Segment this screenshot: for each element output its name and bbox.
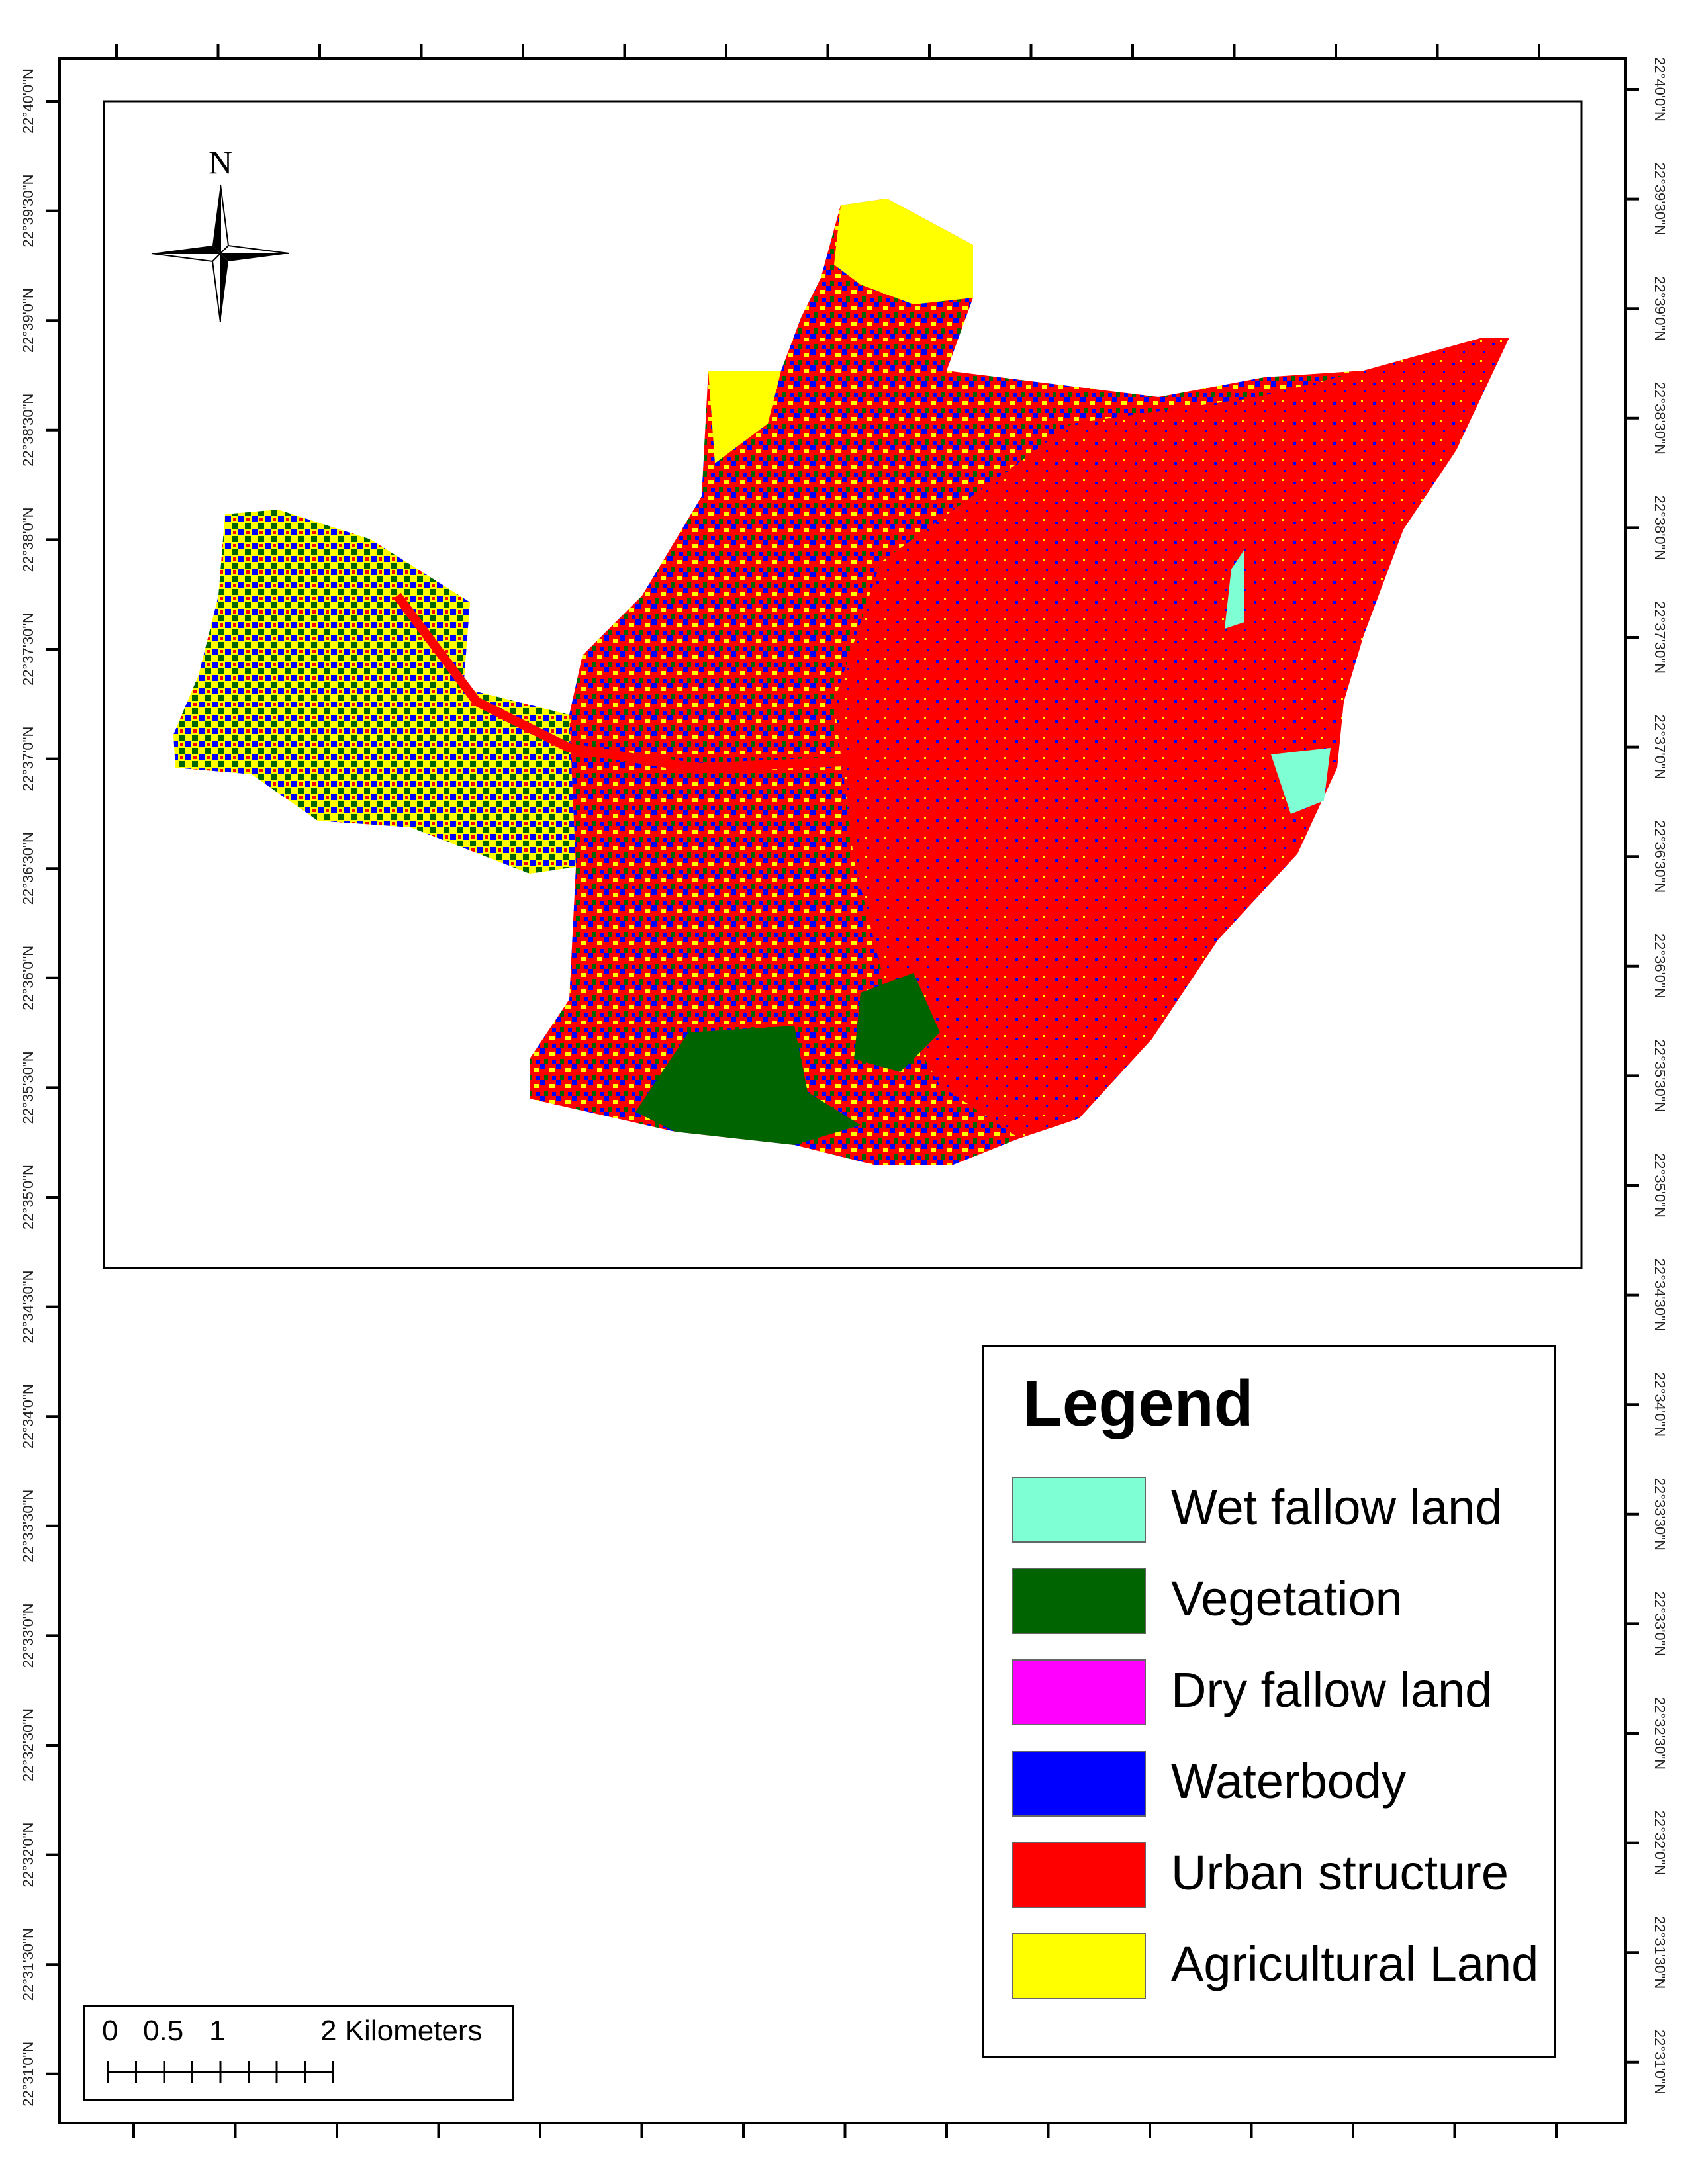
- bottom-tick-marks: [132, 2123, 1558, 2138]
- scale-label-0: 0: [102, 2015, 118, 2047]
- legend-swatch: [1012, 1751, 1146, 1817]
- north-label: N: [209, 144, 232, 181]
- lat-label-left: 22°33'0"N: [20, 1603, 36, 1668]
- lat-label-right: 22°34'30"N: [1652, 1259, 1668, 1332]
- legend-item: Vegetation: [1012, 1568, 1542, 1637]
- lat-label-right: 22°36'0"N: [1652, 934, 1668, 999]
- legend-box: Legend Wet fallow land Vegetation Dry fall…: [982, 1345, 1556, 2058]
- legend-label: Wet fallow land: [1171, 1480, 1503, 1535]
- agri-north-west: [708, 371, 781, 463]
- lat-label-left: 22°37'30"N: [20, 613, 36, 686]
- outer-frame: [58, 57, 1627, 2124]
- lat-label-right: 22°33'30"N: [1652, 1478, 1668, 1551]
- legend-item: Waterbody: [1012, 1751, 1542, 1819]
- latitude-labels-left: 22°40'0"N 22°39'30"N 22°39'0"N 22°38'30"N 22…: [20, 69, 36, 2107]
- legend-swatch: [1012, 1659, 1146, 1725]
- lat-label-right: 22°36'30"N: [1652, 820, 1668, 893]
- lat-label-right: 22°37'30"N: [1652, 601, 1668, 674]
- vegetation-south-east: [854, 973, 940, 1072]
- legend-item: Urban structure: [1012, 1842, 1542, 1911]
- scale-label-0-5: 0.5: [143, 2015, 184, 2047]
- lat-label-right: 22°34'0"N: [1652, 1372, 1668, 1437]
- lat-label-right: 22°31'0"N: [1652, 2030, 1668, 2095]
- lat-label-left: 22°34'0"N: [20, 1384, 36, 1449]
- study-area-landuse: [173, 199, 1509, 1165]
- legend-label: Vegetation: [1171, 1571, 1403, 1626]
- study-area-west-lobe: [173, 510, 576, 874]
- lat-label-left: 22°34'30"N: [20, 1271, 36, 1343]
- lat-label-left: 22°36'0"N: [20, 946, 36, 1011]
- agri-north: [834, 199, 973, 304]
- legend-label: Dry fallow land: [1171, 1662, 1493, 1717]
- legend-label: Urban structure: [1171, 1845, 1509, 1900]
- lat-label-right: 22°38'0"N: [1652, 495, 1668, 560]
- left-tick-marks: [46, 100, 60, 2075]
- vegetation-south: [635, 1026, 861, 1145]
- lat-label-right: 22°33'0"N: [1652, 1591, 1668, 1656]
- scale-bar: 0 0.5 1 2 Kilometers: [83, 2005, 514, 2101]
- lat-label-left: 22°31'0"N: [20, 2042, 36, 2107]
- lat-label-right: 22°37'0"N: [1652, 715, 1668, 780]
- lat-label-right: 22°31'30"N: [1652, 1916, 1668, 1989]
- scale-label-1: 1: [209, 2015, 226, 2047]
- legend-title: Legend: [1023, 1367, 1254, 1439]
- lat-label-right: 22°35'30"N: [1652, 1039, 1668, 1112]
- latitude-labels-right: 22°40'0"N 22°39'30"N 22°39'0"N 22°38'30"N 22…: [1652, 57, 1668, 2095]
- legend-item: Wet fallow land: [1012, 1477, 1542, 1545]
- legend-swatch: [1012, 1933, 1146, 1999]
- scale-label-2-km: 2 Kilometers: [320, 2015, 483, 2047]
- legend-label: Agricultural Land: [1171, 1936, 1539, 1991]
- lat-label-right: 22°39'30"N: [1652, 163, 1668, 236]
- scale-bar-graphic: [107, 2061, 334, 2083]
- lat-label-left: 22°36'30"N: [20, 832, 36, 905]
- legend-item: Agricultural Land: [1012, 1933, 1542, 2002]
- lat-label-right: 22°35'0"N: [1652, 1153, 1668, 1218]
- lat-label-left: 22°39'30"N: [20, 175, 36, 248]
- lat-label-left: 22°35'30"N: [20, 1051, 36, 1124]
- lat-label-left: 22°37'0"N: [20, 727, 36, 792]
- lat-label-left: 22°32'0"N: [20, 1823, 36, 1888]
- lat-label-left: 22°38'30"N: [20, 394, 36, 467]
- lat-label-right: 22°40'0"N: [1652, 57, 1668, 122]
- wet-fallow-north-east: [1225, 549, 1244, 629]
- lat-label-left: 22°39'0"N: [20, 288, 36, 353]
- lat-label-left: 22°38'0"N: [20, 507, 36, 572]
- wet-fallow-east: [1271, 748, 1331, 814]
- river-channel: [393, 592, 861, 773]
- top-tick-marks: [115, 44, 1540, 58]
- north-arrow-icon: [151, 184, 290, 323]
- lat-label-right: 22°32'0"N: [1652, 1811, 1668, 1876]
- legend-swatch: [1012, 1477, 1146, 1543]
- lat-label-left: 22°33'30"N: [20, 1490, 36, 1563]
- legend-item: Dry fallow land: [1012, 1659, 1542, 1728]
- legend-swatch: [1012, 1842, 1146, 1908]
- lat-label-right: 22°39'0"N: [1652, 276, 1668, 341]
- lat-label-right: 22°32'30"N: [1652, 1697, 1668, 1770]
- right-tick-marks: [1626, 88, 1639, 2064]
- lat-label-left: 22°40'0"N: [20, 69, 36, 134]
- lat-label-left: 22°35'0"N: [20, 1165, 36, 1230]
- lat-label-left: 22°31'30"N: [20, 1928, 36, 2001]
- legend-label: Waterbody: [1171, 1754, 1407, 1809]
- legend-swatch: [1012, 1568, 1146, 1634]
- lat-label-right: 22°38'30"N: [1652, 382, 1668, 455]
- lat-label-left: 22°32'30"N: [20, 1709, 36, 1782]
- urban-core: [834, 338, 1509, 1138]
